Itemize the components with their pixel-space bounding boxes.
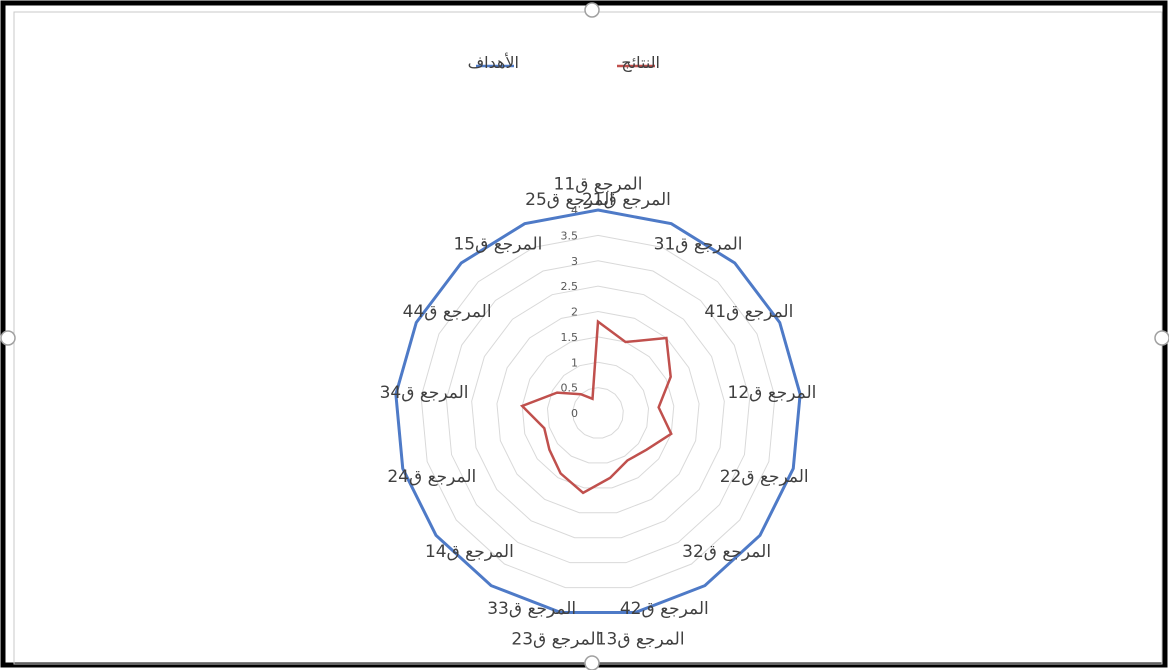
resize-handle-right[interactable]: [1154, 330, 1169, 346]
category-label: المرجع ق24: [387, 467, 476, 487]
category-label: المرجع ق11: [554, 175, 643, 195]
gridline-ring: [546, 361, 650, 464]
gridline-ring: [521, 336, 675, 489]
category-label: المرجع ق42: [620, 599, 709, 619]
gridline-ring: [445, 260, 751, 564]
category-label: المرجع ق13: [596, 629, 685, 649]
resize-handle-left[interactable]: [0, 330, 16, 346]
series-line-results: [519, 319, 673, 495]
category-label: المرجع ق15: [453, 234, 542, 254]
tick-label: 3.5: [561, 229, 579, 242]
category-label: المرجع ق41: [704, 302, 793, 322]
category-label: المرجع ق33: [487, 599, 576, 619]
legend-label-targets: الأهداف: [468, 52, 519, 72]
resize-handle-bottom[interactable]: [584, 655, 600, 670]
category-label: المرجع ق32: [682, 542, 771, 562]
gridline-ring: [496, 310, 700, 514]
tick-label: 0: [571, 407, 578, 420]
inner-chart-border: [13, 11, 1163, 665]
category-label: المرجع ق44: [403, 302, 492, 322]
tick-label: 1.5: [561, 331, 579, 344]
radial-axis-ticks: 0 0.5 1 1.5 2 2.5 3 3.5 4: [561, 204, 579, 420]
category-label: المرجع ق22: [720, 467, 809, 487]
gridline-ring: [572, 387, 624, 439]
gridline-ring: [471, 285, 725, 539]
gridline-ring: [420, 234, 776, 589]
category-label: المرجع ق12: [728, 383, 817, 403]
category-label: المرجع ق23: [511, 629, 600, 649]
category-label: المرجع ق31: [654, 234, 743, 254]
series-layer: [394, 208, 802, 615]
resize-handle-top[interactable]: [584, 2, 600, 18]
legend-label-results: النتائج: [621, 53, 660, 72]
legend: النتائج الأهداف: [468, 52, 660, 72]
tick-label: 2.5: [561, 280, 579, 293]
tick-label: 3: [571, 255, 578, 268]
tick-label: 0.5: [561, 382, 579, 395]
category-label: المرجع ق14: [425, 542, 514, 562]
category-label: المرجع ق34: [380, 383, 469, 403]
tick-label: 1: [571, 356, 578, 369]
category-label: المرجع ق21: [582, 190, 671, 210]
category-label: المرجع ق25: [525, 190, 614, 210]
tick-label: 4: [571, 204, 578, 217]
tick-label: 2: [571, 306, 578, 319]
series-line-targets: [394, 208, 802, 615]
